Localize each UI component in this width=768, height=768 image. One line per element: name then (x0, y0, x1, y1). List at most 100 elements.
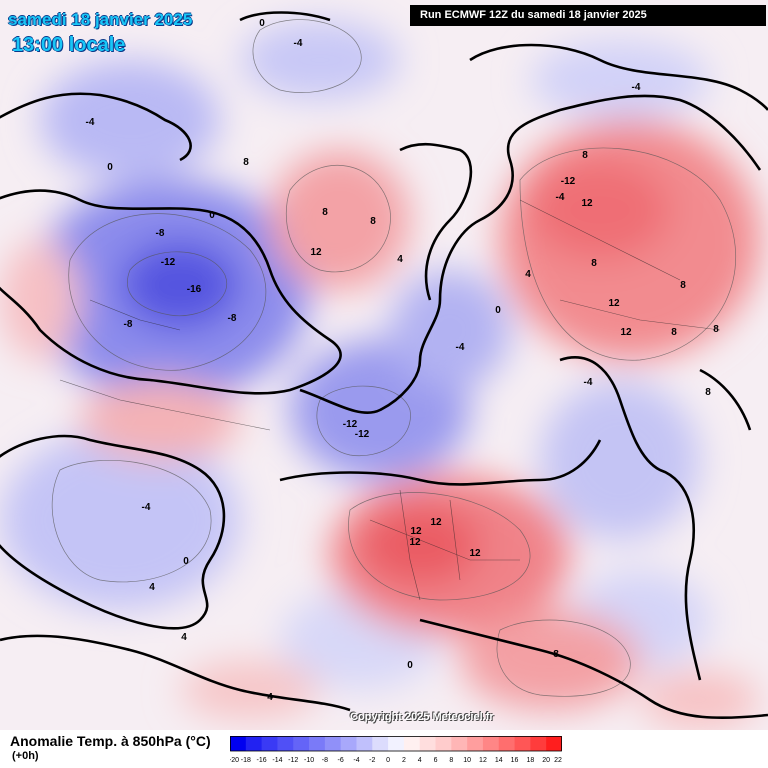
legend-swatch (530, 736, 547, 751)
legend-swatch (546, 736, 562, 751)
legend-swatch (467, 736, 484, 751)
map-label: -4 (556, 192, 565, 203)
legend-swatch (245, 736, 263, 751)
legend-tick-label: 14 (495, 757, 503, 764)
map-label: -4 (86, 117, 95, 128)
map-label: 0 (259, 18, 265, 29)
map-label: 12 (620, 327, 632, 338)
legend-tick-label: -6 (338, 757, 344, 764)
map-label: 12 (310, 247, 322, 258)
map-label: 0 (183, 556, 189, 567)
legend-swatch (451, 736, 468, 751)
legend-swatch (277, 736, 294, 751)
legend-swatch (261, 736, 278, 751)
legend-tick-label: 10 (463, 757, 471, 764)
map-label: 8 (591, 258, 597, 269)
legend-tick-label: 4 (418, 757, 422, 764)
legend-tick-label: -12 (288, 757, 298, 764)
legend-swatch (388, 736, 405, 751)
map-label: 8 (322, 207, 328, 218)
legend-tick-label: 2 (402, 757, 406, 764)
legend-swatch (403, 736, 421, 751)
legend-tick-label: 18 (526, 757, 534, 764)
legend-tick-label: -4 (353, 757, 359, 764)
map-label: -12 (161, 257, 176, 268)
legend-swatch (340, 736, 357, 751)
map-label: -4 (632, 82, 641, 93)
map-label: -12 (561, 176, 576, 187)
legend-tick-label: -18 (241, 757, 251, 764)
contour-labels: 0 -4 -4 -4 -4 8 8 8 8 8 8 8 -12 -12 -16 … (86, 18, 720, 703)
legend-swatch (324, 736, 342, 751)
map-label: 0 (107, 162, 113, 173)
map-label: 4 (267, 692, 273, 703)
legend-swatch (356, 736, 373, 751)
map-label: -8 (156, 228, 165, 239)
legend-tick-label: -20 (230, 757, 239, 764)
legend-tick-label: 0 (386, 757, 390, 764)
map-label: 8 (671, 327, 677, 338)
legend-tick-label: 20 (542, 757, 550, 764)
map-label: -4 (456, 342, 465, 353)
map-label: 12 (469, 548, 481, 559)
legend-tick-label: -16 (257, 757, 267, 764)
map-label: -4 (294, 38, 303, 49)
legend-swatch (514, 736, 531, 751)
map-label: -8 (228, 313, 237, 324)
map-label: 0 (495, 305, 501, 316)
map-label: 4 (181, 632, 187, 643)
forecast-time: 13:00 locale (12, 34, 126, 56)
borders (59, 199, 721, 601)
map-label: 8 (680, 280, 686, 291)
coastlines (0, 11, 768, 720)
legend-swatch (482, 736, 500, 751)
legend-tick-label: 8 (449, 757, 453, 764)
map-label: 12 (409, 537, 421, 548)
map-label: 4 (149, 582, 155, 593)
legend-tick-label: -14 (272, 757, 282, 764)
map-label: 8 (705, 387, 711, 398)
map-label: 12 (410, 526, 422, 537)
legend-tick-label: -2 (369, 757, 375, 764)
run-info-banner: Run ECMWF 12Z du samedi 18 janvier 2025 (410, 5, 766, 26)
map-label: -8 (124, 319, 133, 330)
map-label: 8 (582, 150, 588, 161)
legend-frame (230, 736, 562, 752)
map-label: 4 (397, 254, 403, 265)
legend-tick-label: -10 (304, 757, 314, 764)
legend-title: Anomalie Temp. à 850hPa (°C) (10, 733, 211, 749)
legend-swatch (230, 736, 247, 751)
legend-tick-label: 12 (479, 757, 487, 764)
temperature-anomaly-map: 0 -4 -4 -4 -4 8 8 8 8 8 8 8 -12 -12 -16 … (0, 0, 768, 730)
legend-swatch (293, 736, 310, 751)
map-label: 8 (243, 157, 249, 168)
map-label: -4 (142, 502, 151, 513)
map-label: -12 (343, 419, 358, 430)
map-label: 12 (430, 517, 442, 528)
map-label: 4 (525, 269, 531, 280)
legend-subtitle: (+0h) (12, 750, 39, 762)
legend-tick-label: 16 (511, 757, 519, 764)
map-label: 0 (209, 210, 215, 221)
color-scale: -20-18-16-14-12-10-8-6-4-202468101214161… (230, 736, 562, 764)
legend-tick-label: 6 (434, 757, 438, 764)
legend-tick-label: -8 (322, 757, 328, 764)
legend-swatch (498, 736, 516, 751)
legend-swatch (419, 736, 437, 751)
map-label: 8 (553, 649, 559, 660)
legend-swatch (372, 736, 389, 751)
legend-swatch (435, 736, 452, 751)
map-label: 12 (581, 198, 593, 209)
map-label: -4 (584, 377, 593, 388)
legend-swatch (309, 736, 326, 751)
copyright-text: Copyright 2025 Meteociel.fr (350, 711, 494, 723)
map-label: 8 (370, 216, 376, 227)
map-label: 12 (608, 298, 620, 309)
isotherm-contours (51, 19, 736, 697)
legend-tick-label: 22 (554, 757, 562, 764)
forecast-date: samedi 18 janvier 2025 (8, 10, 193, 29)
map-label: -12 (355, 429, 370, 440)
map-label: 0 (407, 660, 413, 671)
map-label: 8 (713, 324, 719, 335)
